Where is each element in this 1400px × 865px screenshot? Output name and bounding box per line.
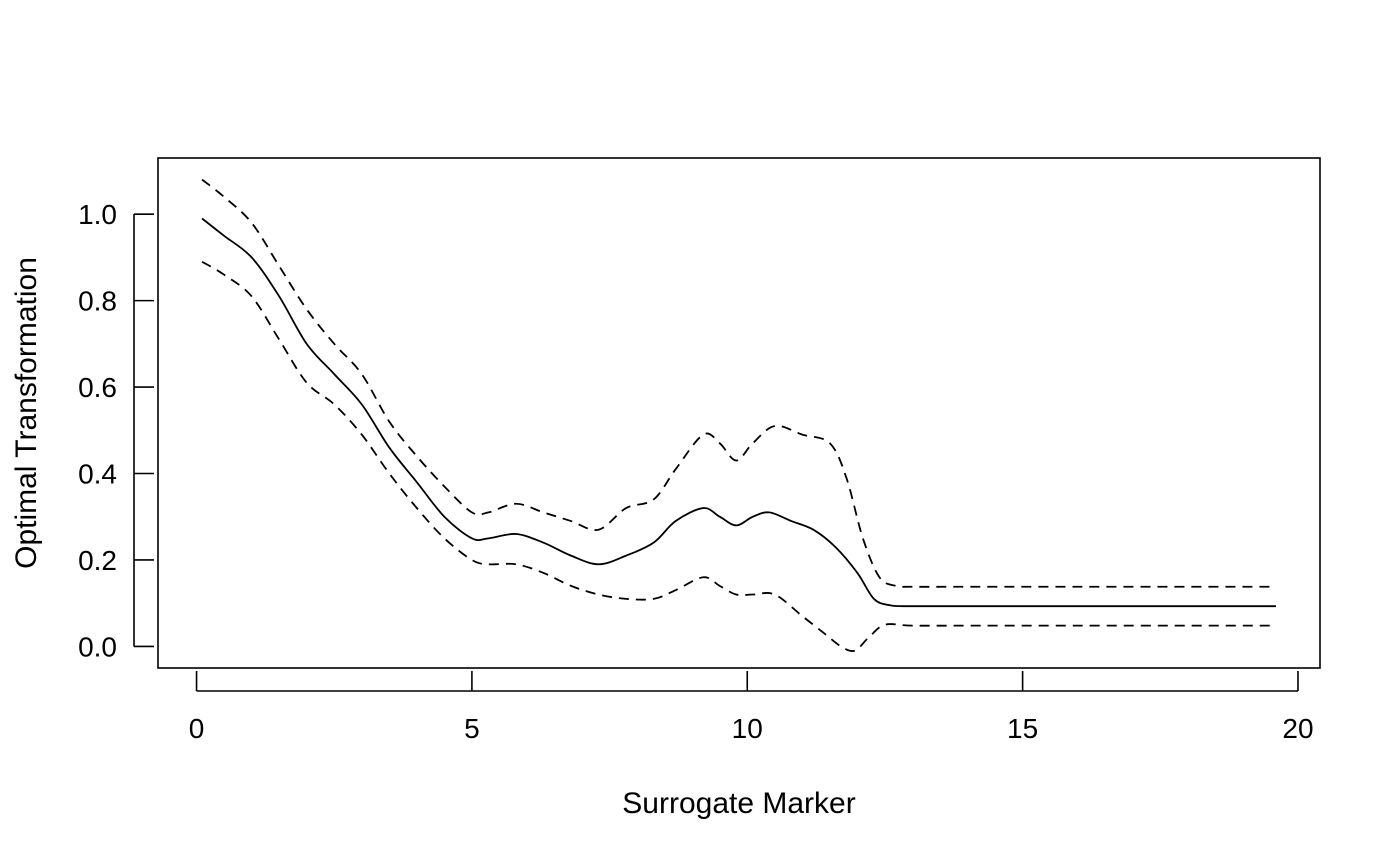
y-axis-label: Optimal Transformation [10, 257, 43, 569]
y-tick-label: 1.0 [78, 199, 117, 230]
y-tick-label: 0.8 [78, 286, 117, 317]
y-tick-label: 0.0 [78, 631, 117, 662]
plot-frame [157, 157, 1321, 669]
x-tick-label: 20 [1282, 713, 1313, 744]
x-tick-label: 0 [189, 713, 205, 744]
x-tick-label: 10 [732, 713, 763, 744]
lower-bound-line [201, 260, 1276, 652]
x-axis-label: Surrogate Marker [622, 787, 855, 820]
y-tick-label: 0.4 [78, 459, 117, 490]
x-axis: 0 5 10 15 20 [189, 671, 1314, 744]
upper-bound-line [201, 178, 1276, 588]
y-tick-label: 0.2 [78, 545, 117, 576]
x-tick-label: 15 [1007, 713, 1038, 744]
y-tick-label: 0.6 [78, 372, 117, 403]
estimate-line [201, 217, 1276, 608]
x-tick-label: 5 [464, 713, 480, 744]
y-axis: 0.0 0.2 0.4 0.6 0.8 1.0 [78, 199, 154, 662]
series-layer [201, 178, 1276, 652]
